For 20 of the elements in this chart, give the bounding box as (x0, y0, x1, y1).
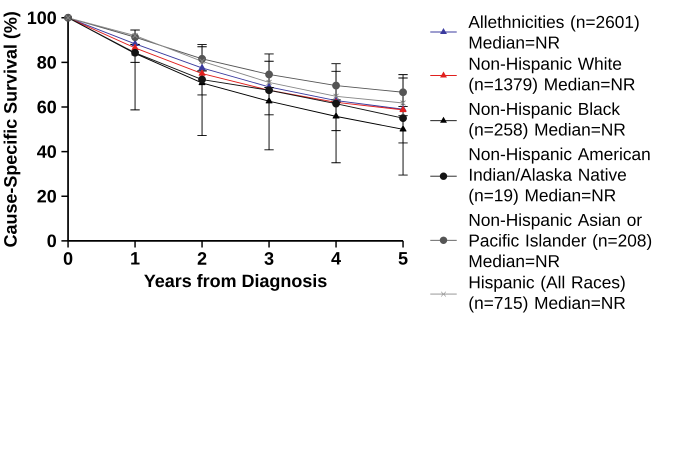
legend-label: Non-Hispanic Black (n=258) Median=NR (469, 102, 625, 140)
x-tick-label: 0 (64, 252, 72, 265)
y-tick-label: 20 (37, 190, 56, 203)
legend-label: Allethnicities (n=2601) Median=NR (468, 15, 639, 49)
legend-label: Non-Hispanic Asian or Pacific Islander (n=208) Median=NR (470, 213, 652, 268)
legend-label: Non-Hispanic American Indian/Alaska Native (n=19) Median=NR (469, 148, 650, 205)
y-tick-label: 80 (37, 56, 56, 69)
y-axis-title: Cause-Specific Survival (%) (4, 12, 20, 247)
x-tick-label: 4 (331, 252, 341, 265)
legend-label: Non-Hispanic White (n=1379) Median=NR (469, 57, 635, 94)
x-tick-label: 2 (198, 252, 206, 265)
legend-label: Hispanic (All Races) (n=715) Median=NR (469, 276, 625, 312)
x-tick-label: 5 (398, 252, 408, 265)
y-tick-label: 40 (37, 145, 56, 158)
y-tick-label: 100 (28, 11, 56, 24)
y-tick-label: 0 (47, 234, 56, 248)
x-tick-label: 3 (264, 252, 274, 265)
x-axis-title: Years from Diagnosis (144, 274, 327, 291)
x-tick-label: 1 (131, 252, 140, 265)
y-tick-label: 60 (37, 100, 56, 114)
